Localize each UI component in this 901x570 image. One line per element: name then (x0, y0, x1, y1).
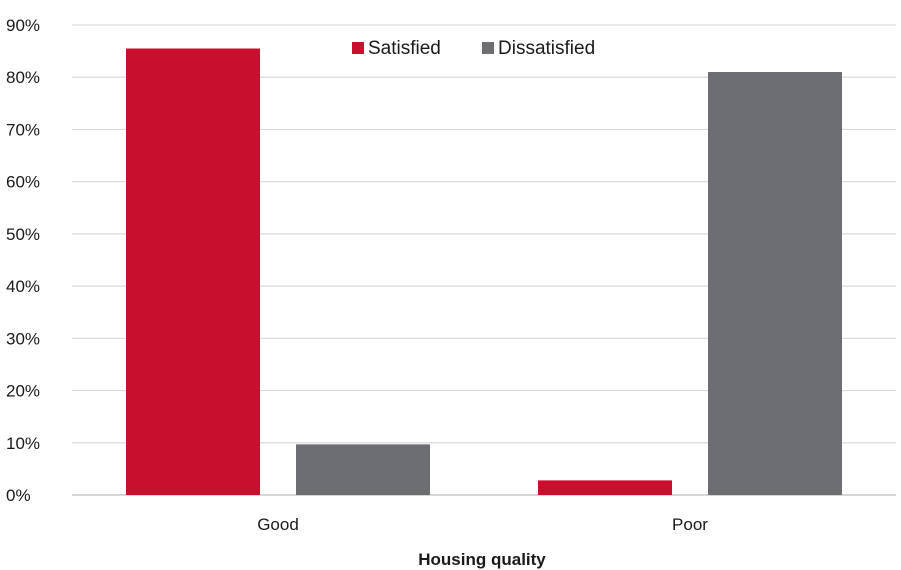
bar-dissatisfied-good (296, 444, 430, 495)
bars (126, 48, 842, 495)
y-tick-label: 20% (6, 382, 40, 401)
y-tick-label: 40% (6, 277, 40, 296)
x-category-label: Poor (672, 515, 708, 534)
y-tick-label: 90% (6, 16, 40, 35)
bar-satisfied-poor (538, 480, 672, 495)
y-axis-ticks: 0% 10% 20% 30% 40% 50% 60% 70% 80% 90% (6, 16, 40, 505)
legend-label: Dissatisfied (498, 38, 595, 59)
x-category-label: Good (257, 515, 299, 534)
x-axis-categories: Good Poor (257, 515, 708, 534)
y-tick-label: 30% (6, 329, 40, 348)
y-tick-label: 50% (6, 225, 40, 244)
y-tick-label: 0% (6, 486, 31, 505)
y-tick-label: 80% (6, 68, 40, 87)
y-tick-label: 10% (6, 434, 40, 453)
legend: Satisfied Dissatisfied (352, 38, 595, 59)
x-axis-title: Housing quality (418, 550, 546, 569)
y-tick-label: 60% (6, 173, 40, 192)
bar-satisfied-good (126, 48, 260, 495)
legend-swatch (482, 42, 494, 54)
legend-label: Satisfied (368, 38, 441, 59)
y-tick-label: 70% (6, 120, 40, 139)
legend-swatch (352, 42, 364, 54)
bar-dissatisfied-poor (708, 72, 842, 495)
